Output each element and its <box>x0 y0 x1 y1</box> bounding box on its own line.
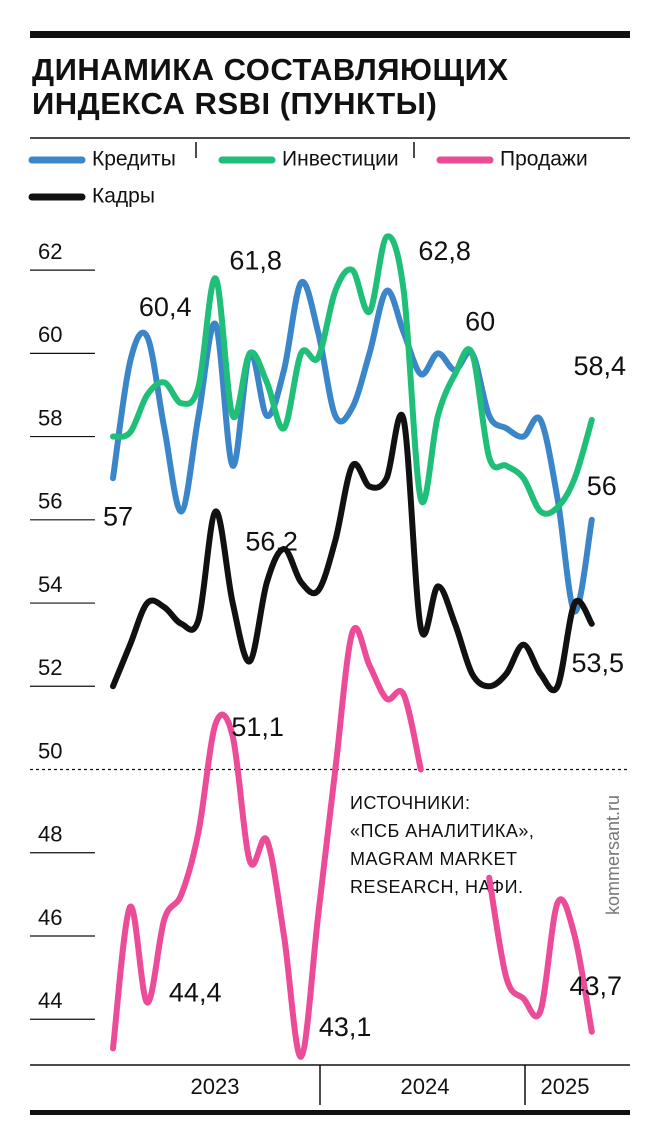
data-label: 60,4 <box>139 292 192 322</box>
y-tick-label: 50 <box>38 738 62 763</box>
series-line <box>110 278 595 615</box>
y-tick-label: 60 <box>38 322 62 347</box>
year-label: 2025 <box>541 1074 590 1099</box>
year-label: 2023 <box>191 1074 240 1099</box>
data-label: 44,4 <box>169 978 222 1008</box>
source: RESEARCH, НАФИ. <box>350 877 524 897</box>
y-tick-label: 58 <box>38 405 62 430</box>
legend-label: Продажи <box>500 148 588 171</box>
data-label: 56,2 <box>245 527 298 557</box>
series-line <box>110 411 595 694</box>
data-label: 58,4 <box>574 351 627 381</box>
data-label: 53,5 <box>572 648 625 678</box>
legend-label: Кредиты <box>92 148 176 171</box>
source: «ПСБ АНАЛИТИКА», <box>350 821 534 841</box>
y-tick-label: 52 <box>38 655 62 680</box>
y-tick-label: 56 <box>38 489 62 514</box>
source: MAGRAM MARKET <box>350 849 518 869</box>
legend-label: Инвестиции <box>282 148 399 171</box>
y-tick-label: 44 <box>38 988 62 1013</box>
data-label: 60 <box>465 306 495 336</box>
data-label: 56 <box>587 471 617 501</box>
data-label: 57 <box>103 501 133 531</box>
bottom-rule <box>30 1110 630 1115</box>
series-line <box>110 233 595 517</box>
chart-title: ДИНАМИКА СОСТАВЛЯЮЩИХ <box>32 52 509 87</box>
credit: kommersant.ru <box>603 795 623 915</box>
data-label: 43,7 <box>570 971 623 1001</box>
top-rule <box>30 31 630 38</box>
source: ИСТОЧНИКИ: <box>350 793 471 813</box>
chart-title: ИНДЕКСА RSBI (ПУНКТЫ) <box>32 86 437 121</box>
year-label: 2024 <box>401 1074 450 1099</box>
series-line <box>110 625 595 1060</box>
data-label: 43,1 <box>319 1012 372 1042</box>
data-label: 62,8 <box>418 236 471 266</box>
y-tick-label: 54 <box>38 572 62 597</box>
data-label: 61,8 <box>229 246 282 276</box>
y-tick-label: 46 <box>38 905 62 930</box>
data-label: 51,1 <box>231 712 284 742</box>
legend-label: Кадры <box>92 185 155 208</box>
y-tick-label: 62 <box>38 239 62 264</box>
y-tick-label: 48 <box>38 822 62 847</box>
